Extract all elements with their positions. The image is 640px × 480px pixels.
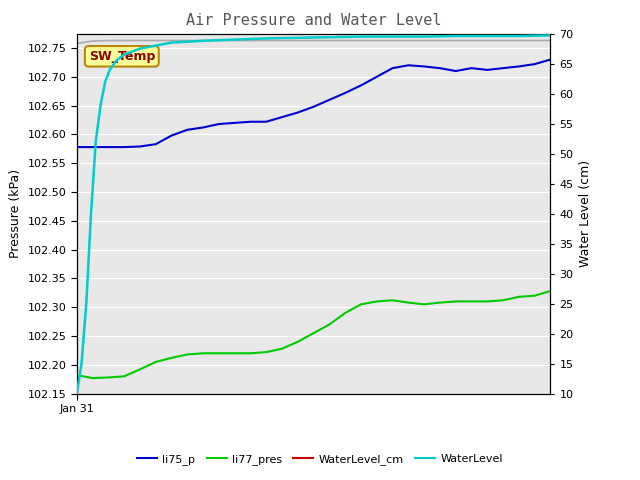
Y-axis label: Pressure (kPa): Pressure (kPa) — [9, 169, 22, 258]
Legend: li75_p, li77_pres, WaterLevel_cm, WaterLevel: li75_p, li77_pres, WaterLevel_cm, WaterL… — [132, 450, 508, 469]
Y-axis label: Water Level (cm): Water Level (cm) — [579, 160, 592, 267]
Text: SW_Temp: SW_Temp — [88, 50, 155, 63]
Title: Air Pressure and Water Level: Air Pressure and Water Level — [186, 13, 442, 28]
